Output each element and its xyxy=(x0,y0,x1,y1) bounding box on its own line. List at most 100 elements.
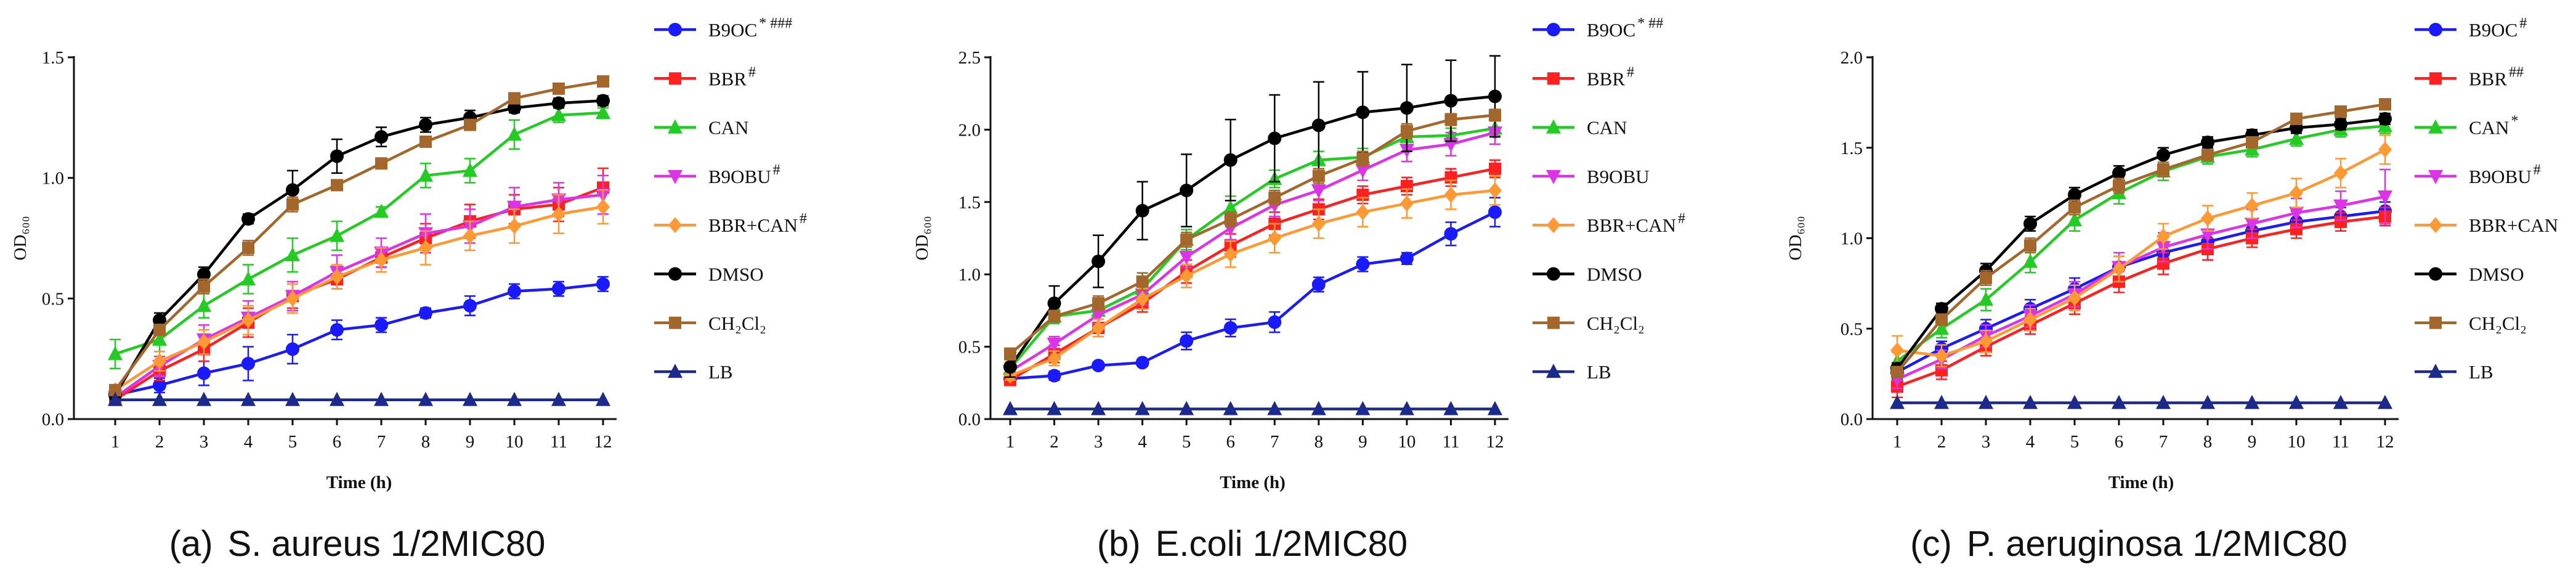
data-point-b9obu xyxy=(2289,206,2304,221)
data-point-dmso xyxy=(375,130,388,144)
x-tick-label: 11 xyxy=(2332,432,2349,452)
series-bbr-can xyxy=(108,189,610,399)
series-bbr xyxy=(1891,206,2391,399)
series-lb xyxy=(1890,394,2392,409)
legend-name-dmso: DMSO xyxy=(2469,264,2524,285)
legend-name-dmso: DMSO xyxy=(708,264,764,285)
data-point-ch2cl2 xyxy=(1935,313,1948,326)
panel-label: (a) xyxy=(169,524,213,564)
data-point-ch2cl2 xyxy=(2379,98,2391,111)
data-point-bbr-can xyxy=(2068,290,2081,306)
legend-label-bbr: BBR # xyxy=(708,64,756,89)
legend-label-b9oc: B9OC # xyxy=(2469,15,2527,41)
data-point-lb xyxy=(463,391,477,406)
y-tick-label: 1.5 xyxy=(1841,139,1863,158)
legend-label-b9obu: B9OBU # xyxy=(708,162,780,187)
data-point-ch2cl2 xyxy=(2246,136,2258,149)
legend-name-can: CAN xyxy=(1587,117,1627,139)
data-point-bbr-can xyxy=(1444,187,1458,203)
legend-entry-ch2cl2: CH₂Cl₂ xyxy=(2415,312,2527,334)
series-line-b9oc xyxy=(1896,210,2386,373)
data-point-lb xyxy=(418,391,433,406)
data-point-ch2cl2 xyxy=(109,384,121,397)
y-tick-label: 0.0 xyxy=(42,410,64,430)
series-line-dmso xyxy=(114,99,604,396)
legend-entry-bbr-can: BBR+CAN xyxy=(2415,214,2558,236)
data-point-b9obu xyxy=(2245,218,2259,232)
data-point-lb xyxy=(2200,394,2215,409)
data-point-lb xyxy=(2067,394,2082,409)
legend-name-b9obu: B9OBU xyxy=(1587,166,1650,187)
legend-name-b9oc: B9OC xyxy=(708,19,757,41)
data-point-ch2cl2 xyxy=(286,198,299,211)
data-point-can xyxy=(418,167,433,182)
data-point-b9oc xyxy=(1399,251,1414,266)
data-point-ch2cl2 xyxy=(2335,105,2347,118)
series-b9obu xyxy=(1890,168,2392,389)
series-line-bbr-can xyxy=(114,205,604,391)
x-tick-label: 3 xyxy=(1094,432,1103,452)
data-point-can xyxy=(2289,131,2304,145)
data-point-ch2cl2 xyxy=(2068,201,2081,214)
data-point-lb xyxy=(2378,394,2392,409)
x-tick-label: 4 xyxy=(2026,432,2035,452)
x-tick-label: 9 xyxy=(1358,432,1367,452)
legend-name-b9obu: B9OBU xyxy=(2469,166,2532,187)
data-point-bbr-can xyxy=(2201,210,2214,227)
data-point-bbr-can xyxy=(1356,204,1370,221)
legend-label-b9obu: B9OBU # xyxy=(2469,162,2541,187)
x-tick-label: 12 xyxy=(1486,432,1504,452)
legend-entry-b9oc: B9OC * ## xyxy=(1533,15,1663,41)
data-point-b9obu xyxy=(1091,308,1106,323)
data-point-lb xyxy=(2289,394,2304,409)
data-point-bbr-can xyxy=(375,251,388,268)
legend-name-bbr-can: BBR+CAN xyxy=(1587,214,1676,236)
y-tick-label: 0.0 xyxy=(1841,410,1863,430)
data-point-dmso xyxy=(1356,105,1370,120)
legend-entry-can: CAN * xyxy=(2415,113,2518,139)
data-point-bbr-can xyxy=(1223,246,1237,263)
legend-entry-bbr: BBR # xyxy=(1533,64,1634,89)
series-line-bbr-can xyxy=(1897,148,2386,357)
legend-label-b9oc: B9OC * ### xyxy=(708,15,792,41)
legend-marker-b9oc xyxy=(2429,23,2442,36)
data-point-dmso xyxy=(2201,135,2214,149)
panel-c: 0.0 0.5 1.0 1.5 2.0 1 2 3 4 5 6 7 8 9 10 11 12 Time (h) OD… xyxy=(1717,0,2576,583)
data-point-ch2cl2 xyxy=(2024,239,2036,252)
series-dmso xyxy=(108,94,610,402)
legend-name-lb: LB xyxy=(2469,361,2493,383)
x-axis-label: Time (h) xyxy=(1220,473,1286,492)
data-point-can xyxy=(2067,212,2082,227)
significance-mark-can: * xyxy=(2511,113,2518,129)
legend-marker-b9oc xyxy=(668,23,682,36)
data-point-b9obu xyxy=(2333,199,2348,214)
series-line-can xyxy=(115,111,604,356)
data-point-lb xyxy=(551,391,566,406)
data-point-bbr-can xyxy=(153,353,166,370)
legend-marker-bbr xyxy=(1547,72,1560,85)
x-tick-label: 4 xyxy=(1138,432,1147,452)
series-line-dmso xyxy=(1896,117,2386,370)
series-line-dmso xyxy=(1009,95,1496,368)
legend-entry-lb: LB xyxy=(654,361,733,383)
data-point-lb xyxy=(152,391,167,406)
legend-name-lb: LB xyxy=(708,361,733,383)
data-point-b9oc xyxy=(1444,227,1458,241)
data-point-bbr-can xyxy=(1180,267,1194,284)
data-point-b9obu xyxy=(2378,190,2392,205)
legend-name-b9oc: B9OC xyxy=(2469,19,2517,41)
legend-name-lb: LB xyxy=(1587,361,1611,383)
data-point-b9obu xyxy=(2200,228,2215,243)
legend-label-can: CAN xyxy=(708,117,748,139)
series-line-ch2cl2 xyxy=(1896,103,2386,373)
x-tick-label: 2 xyxy=(1050,432,1059,452)
x-tick-label: 7 xyxy=(2159,432,2168,452)
x-tick-label: 12 xyxy=(2376,432,2394,452)
legend-name-can: CAN xyxy=(708,117,748,139)
data-point-can xyxy=(1934,320,1949,335)
data-point-can xyxy=(108,346,123,361)
y-tick-label: 2.0 xyxy=(958,120,981,140)
legend-label-bbr: BBR # xyxy=(1587,64,1634,89)
